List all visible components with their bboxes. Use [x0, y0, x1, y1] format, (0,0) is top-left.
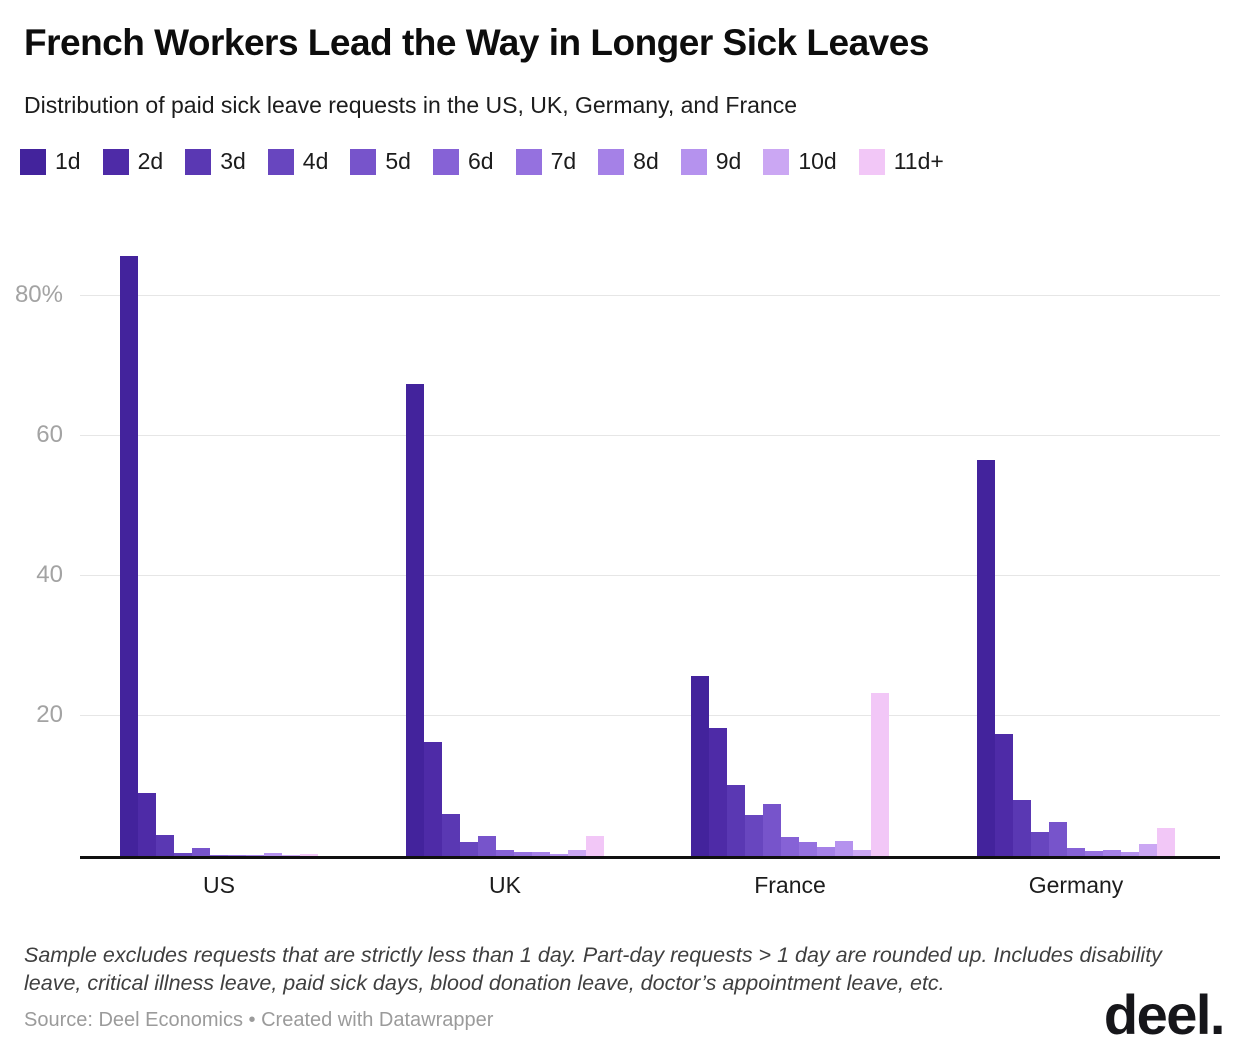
legend-swatch-11d+ [858, 148, 885, 175]
bar-france-6d[interactable] [781, 837, 799, 856]
legend-item-9d: 9d [680, 148, 742, 175]
bar-uk-3d[interactable] [442, 814, 460, 856]
bar-france-4d[interactable] [745, 814, 763, 856]
x-axis-label-us: US [203, 872, 235, 898]
bar-france-11d+[interactable] [871, 692, 889, 856]
legend-label: 6d [467, 148, 494, 174]
bar-germany-9d[interactable] [1121, 851, 1139, 856]
x-axis-label-germany: Germany [1028, 872, 1124, 898]
bar-uk-11d+[interactable] [586, 836, 604, 856]
bar-france-3d[interactable] [727, 785, 745, 856]
legend-label: 3d [220, 148, 246, 174]
bar-us-3d[interactable] [156, 835, 174, 856]
bar-germany-6d[interactable] [1067, 847, 1085, 856]
bar-france-8d[interactable] [817, 846, 835, 856]
bar-germany-1d[interactable] [977, 459, 995, 856]
legend-swatch-2d [102, 148, 129, 175]
page-title: French Workers Lead the Way in Longer Si… [24, 22, 929, 63]
bar-us-7d[interactable] [228, 854, 246, 856]
bar-uk-1d[interactable] [406, 384, 424, 856]
bar-uk-7d[interactable] [514, 851, 532, 856]
legend-item-5d: 5d [350, 148, 411, 175]
bar-us-1d[interactable] [120, 256, 138, 856]
bar-germany-11d+[interactable] [1157, 828, 1175, 856]
legend-item-7d: 7d [515, 148, 577, 175]
bar-uk-10d[interactable] [568, 849, 586, 856]
bar-germany-3d[interactable] [1013, 800, 1031, 856]
bar-france-10d[interactable] [853, 849, 871, 856]
legend-swatch-3d [185, 148, 212, 175]
legend-item-2d: 2d [102, 148, 164, 175]
bar-germany-2d[interactable] [995, 734, 1013, 856]
footnote: Sample excludes requests that are strict… [24, 943, 1162, 996]
bar-us-8d[interactable] [246, 854, 264, 856]
bar-us-2d[interactable] [138, 793, 156, 856]
y-tick-label-20: 20 [36, 701, 63, 728]
legend-swatch-6d [432, 148, 459, 175]
legend-swatch-8d [598, 148, 625, 175]
legend-swatch-1d [20, 148, 46, 175]
bar-germany-7d[interactable] [1085, 851, 1103, 856]
legend-item-3d: 3d [185, 148, 246, 175]
page-subtitle: Distribution of paid sick leave requests… [24, 92, 797, 118]
bar-uk-6d[interactable] [496, 850, 514, 856]
bar-us-6d[interactable] [210, 854, 228, 856]
bar-uk-4d[interactable] [460, 842, 478, 856]
legend-item-11d+: 11d+ [858, 148, 944, 175]
gridline-80: 80% [15, 281, 1220, 308]
legend-item-1d: 1d [20, 148, 81, 175]
bar-germany-4d[interactable] [1031, 832, 1049, 856]
bar-germany-8d[interactable] [1103, 850, 1121, 856]
y-tick-label-80: 80% [14, 281, 63, 308]
legend: 1d 2d 3d 4d 5d 6d 7d 8d 9d 10d 11d+ [20, 148, 966, 175]
bar-uk-9d[interactable] [550, 853, 568, 856]
legend-label: 8d [633, 148, 659, 174]
chart-plot-area: 20 40 60 80% US UK France Germany [15, 232, 1220, 898]
y-tick-label-40: 40 [36, 561, 63, 588]
legend-label: 1d [55, 148, 81, 174]
bar-uk-2d[interactable] [424, 741, 442, 856]
deel-logo: deel. [1103, 983, 1226, 1046]
legend-swatch-9d [680, 148, 707, 175]
bar-germany-10d[interactable] [1139, 844, 1157, 856]
legend-item-6d: 6d [432, 148, 494, 175]
legend-item-10d: 10d [763, 148, 837, 175]
x-axis-label-uk: UK [489, 872, 521, 898]
legend-swatch-10d [763, 148, 790, 175]
legend-label: 5d [385, 148, 411, 174]
legend-swatch-5d [350, 148, 377, 175]
x-axis-label-france: France [754, 872, 826, 898]
legend-label: 11d+ [893, 148, 944, 174]
gridline-40: 40 [36, 561, 1220, 588]
legend-swatch-7d [515, 148, 542, 175]
x-axis-line [80, 856, 1220, 859]
bar-france-9d[interactable] [835, 840, 853, 856]
legend-item-8d: 8d [598, 148, 659, 175]
bar-france-2d[interactable] [709, 727, 727, 856]
bar-us-11d+[interactable] [300, 853, 318, 856]
bar-uk-5d[interactable] [478, 836, 496, 856]
bar-france-1d[interactable] [691, 676, 709, 856]
bar-us-9d[interactable] [264, 853, 282, 856]
legend-swatch-4d [267, 148, 294, 175]
legend-label: 10d [798, 148, 837, 174]
bar-france-7d[interactable] [799, 842, 817, 856]
legend-label: 9d [715, 148, 742, 174]
gridline-20: 20 [36, 701, 1220, 728]
bar-germany-5d[interactable] [1049, 822, 1067, 856]
y-tick-label-60: 60 [36, 421, 63, 448]
bar-us-5d[interactable] [192, 848, 210, 856]
legend-label: 4d [302, 148, 329, 174]
bar-us-10d[interactable] [282, 854, 300, 856]
bar-us-4d[interactable] [174, 852, 192, 856]
legend-label: 7d [550, 148, 577, 174]
gridline-60: 60 [36, 421, 1220, 448]
legend-item-4d: 4d [267, 148, 329, 175]
bar-france-5d[interactable] [763, 803, 781, 856]
source-line: Source: Deel Economics • Created with Da… [24, 1009, 494, 1031]
legend-label: 2d [137, 148, 164, 174]
bar-uk-8d[interactable] [532, 852, 550, 856]
